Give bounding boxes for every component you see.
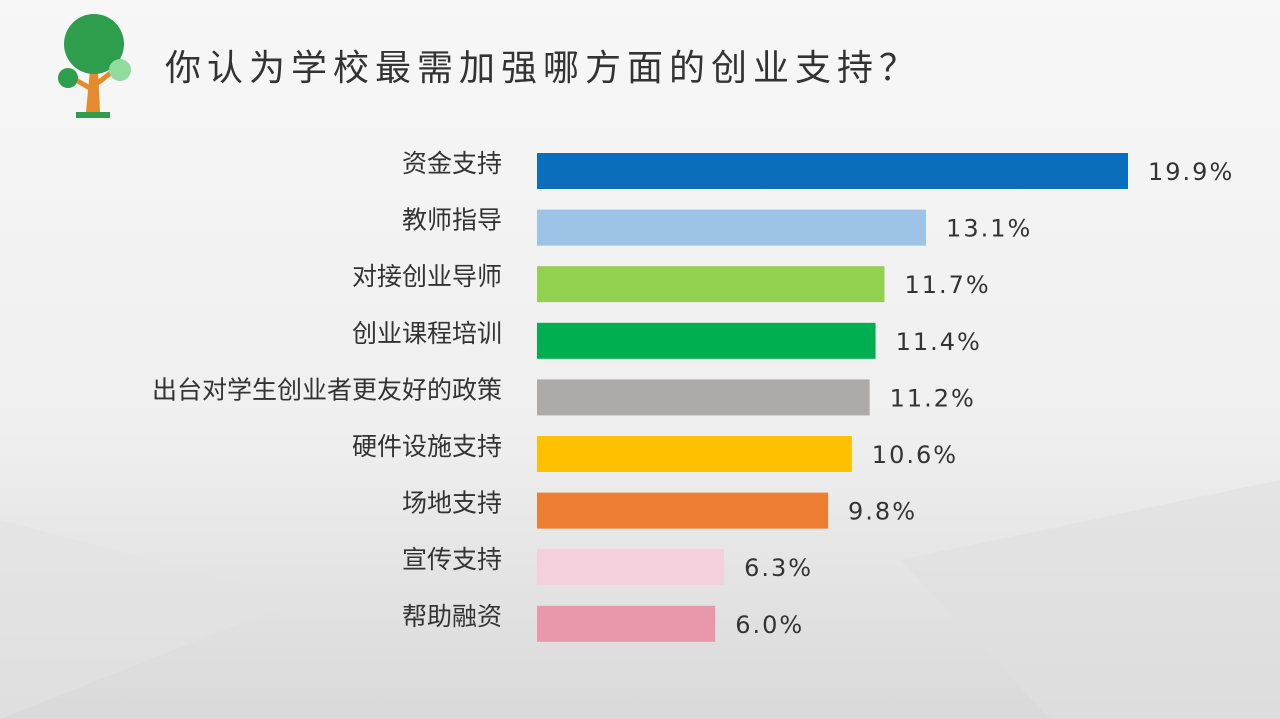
tree-icon xyxy=(58,14,131,118)
value-label: 19.9% xyxy=(1148,158,1234,186)
category-label: 出台对学生创业者更友好的政策 xyxy=(152,375,502,404)
category-label: 资金支持 xyxy=(402,149,502,178)
bar xyxy=(537,379,870,416)
category-label: 硬件设施支持 xyxy=(352,432,502,461)
value-label: 6.3% xyxy=(744,554,813,582)
bar xyxy=(537,266,885,303)
bar xyxy=(537,605,716,642)
value-label: 13.1% xyxy=(946,215,1032,243)
bar xyxy=(537,549,725,586)
value-label: 11.7% xyxy=(904,271,990,299)
bar xyxy=(537,436,852,472)
value-label: 10.6% xyxy=(872,441,958,469)
category-label: 宣传支持 xyxy=(402,545,502,574)
category-label: 对接创业导师 xyxy=(352,262,502,291)
chart-title: 你认为学校最需加强哪方面的创业支持？ xyxy=(165,48,921,89)
value-label: 11.4% xyxy=(896,328,982,356)
value-label: 6.0% xyxy=(735,611,804,639)
bg-shape xyxy=(900,480,1280,719)
bar xyxy=(537,209,927,246)
value-label: 9.8% xyxy=(848,498,917,526)
value-label: 11.2% xyxy=(890,384,976,412)
bar xyxy=(537,322,876,359)
bar xyxy=(537,492,829,529)
bg-shape xyxy=(0,520,300,719)
bar xyxy=(537,153,1128,189)
category-label: 创业课程培训 xyxy=(352,319,502,348)
category-label: 帮助融资 xyxy=(402,602,502,631)
category-label: 教师指导 xyxy=(402,206,502,235)
category-label: 场地支持 xyxy=(402,489,502,518)
